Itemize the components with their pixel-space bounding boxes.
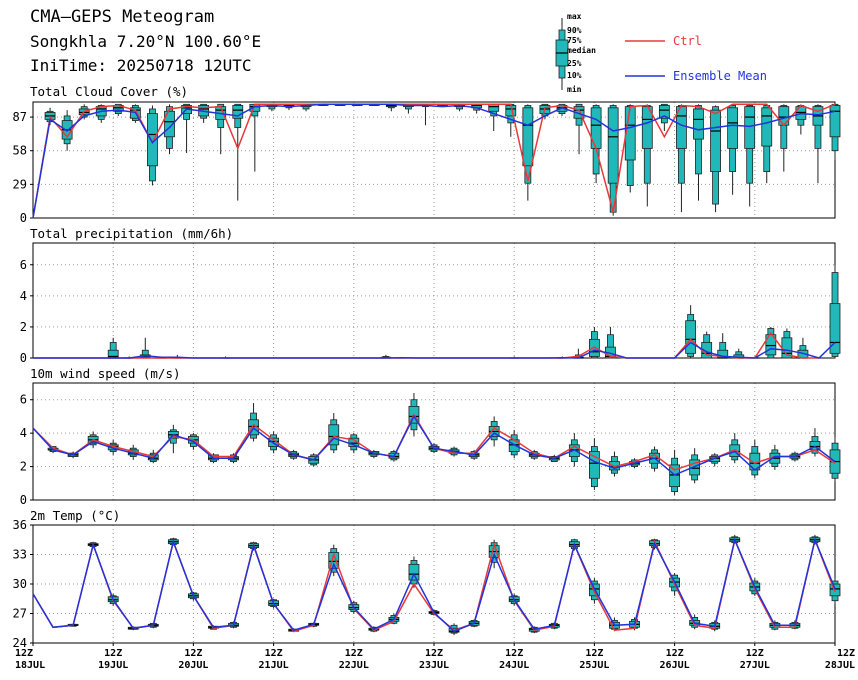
- box-25-75: [685, 320, 697, 354]
- x-tick-label-date: 23JUL: [419, 660, 449, 671]
- x-tick-label-date: 20JUL: [178, 660, 208, 671]
- chart-title: CMA—GEPS Meteogram: [30, 7, 215, 27]
- legend-box-label-6: min: [567, 84, 582, 94]
- legend-box-label-0: max: [567, 12, 582, 21]
- y-tick-label: 29: [13, 177, 27, 191]
- box-25-75: [765, 334, 777, 356]
- box-25-75: [669, 464, 680, 488]
- box-25-75: [744, 106, 756, 149]
- y-tick-label: 2: [20, 320, 27, 334]
- x-axis: 12Z18JUL12Z19JUL12Z20JUL12Z21JUL12Z22JUL…: [15, 643, 855, 671]
- ctrl-line: [32, 103, 836, 219]
- x-tick-label-date: 24JUL: [499, 660, 529, 671]
- y-tick-label: 27: [13, 607, 27, 621]
- x-tick-label-hour: 12Z: [666, 648, 684, 659]
- x-tick-label-date: 21JUL: [259, 660, 289, 671]
- y-tick-label: 36: [13, 518, 27, 532]
- box-10-90: [695, 105, 702, 175]
- box-25-75: [107, 349, 119, 358]
- panel-title: Total Cloud Cover (%): [30, 84, 188, 99]
- x-tick-label-hour: 12Z: [837, 648, 855, 659]
- y-tick-label: 0: [20, 493, 27, 507]
- y-tick-label: 2: [20, 460, 27, 474]
- box-25-75: [164, 110, 175, 138]
- box-25-75: [710, 109, 721, 173]
- y-tick-label: 6: [20, 393, 27, 407]
- legend: max 90%75%median 25% 10% min Ctrl Ensemble Mea…: [555, 12, 767, 94]
- x-tick-label-hour: 12Z: [345, 648, 363, 659]
- y-tick-label: 58: [13, 144, 27, 158]
- y-tick-label: 4: [20, 426, 27, 440]
- box-25-75: [689, 459, 701, 476]
- box-25-75: [829, 105, 841, 138]
- mean-line: [32, 537, 836, 633]
- x-tick-label-hour: 12Z: [425, 648, 443, 659]
- mean-line: [33, 341, 836, 359]
- y-tick-label: 0: [20, 351, 27, 365]
- y-tick-label: 0: [20, 211, 27, 225]
- y-tick-label: 6: [20, 258, 27, 272]
- box-25-75: [232, 105, 244, 119]
- box-25-75: [693, 108, 704, 140]
- box-25-75: [624, 106, 636, 161]
- x-tick-label-date: 27JUL: [740, 660, 770, 671]
- mean-line: [32, 414, 836, 476]
- box-25-75: [147, 113, 158, 167]
- panel-title: 10m wind speed (m/s): [30, 366, 181, 381]
- box-10-90: [814, 105, 822, 149]
- box-25-75: [607, 107, 619, 184]
- panel-frame: [32, 242, 836, 359]
- legend-box-label-2: 75%: [567, 36, 582, 45]
- x-tick-label-date: 26JUL: [660, 660, 690, 671]
- x-tick-label-hour: 12Z: [505, 648, 523, 659]
- panel-2: 0 2 4 6 Total precipitation (mm/6h): [20, 226, 841, 365]
- y-tick-label: 4: [20, 289, 27, 303]
- ctrl-line: [33, 331, 819, 359]
- box-25-75: [328, 424, 340, 446]
- legend-mean-label: Ensemble Mean: [673, 69, 767, 83]
- x-tick-label-hour: 12Z: [585, 648, 603, 659]
- x-tick-label-hour: 12Z: [15, 648, 33, 659]
- box-25-75: [778, 106, 790, 126]
- x-tick-label-hour: 12Z: [184, 648, 202, 659]
- y-tick-label: 30: [13, 577, 27, 591]
- y-tick-label: 24: [13, 636, 27, 650]
- station-location: Songkhla 7.20°N 100.60°E: [30, 32, 262, 51]
- legend-box-label-4: 25%: [567, 59, 582, 68]
- init-time: IniTime: 20250718 12UTC: [30, 56, 252, 75]
- box-25-75: [589, 451, 600, 479]
- legend-box-label-1: 90%: [567, 26, 582, 35]
- x-tick-label-hour: 12Z: [265, 648, 283, 659]
- box-10-90: [780, 105, 788, 149]
- legend-box-label-5: 10%: [567, 71, 582, 80]
- box-25-75: [761, 107, 773, 147]
- y-tick-label: 33: [13, 548, 27, 562]
- panel-title: Total precipitation (mm/6h): [30, 226, 233, 241]
- box-25-75: [408, 563, 420, 581]
- y-tick-label: 87: [13, 110, 27, 124]
- panel-frame: [32, 382, 836, 501]
- x-tick-label-date: 18JUL: [15, 660, 45, 671]
- box-25-75: [829, 303, 841, 354]
- x-tick-label-date: 28JUL: [825, 660, 855, 671]
- x-tick-label-date: 25JUL: [579, 660, 609, 671]
- box-25-75: [522, 107, 534, 167]
- box-25-75: [488, 103, 500, 112]
- x-tick-label-hour: 12Z: [746, 648, 764, 659]
- box-25-75: [727, 107, 739, 149]
- legend-ctrl-label: Ctrl: [673, 34, 702, 48]
- box-25-75: [658, 105, 670, 119]
- panel-title: 2m Temp (°C): [30, 508, 120, 523]
- x-tick-label-date: 19JUL: [98, 660, 128, 671]
- legend-box-label-3: median: [567, 45, 596, 55]
- mean-line: [32, 103, 836, 219]
- x-tick-label-hour: 12Z: [104, 648, 122, 659]
- x-tick-label-date: 22JUL: [339, 660, 369, 671]
